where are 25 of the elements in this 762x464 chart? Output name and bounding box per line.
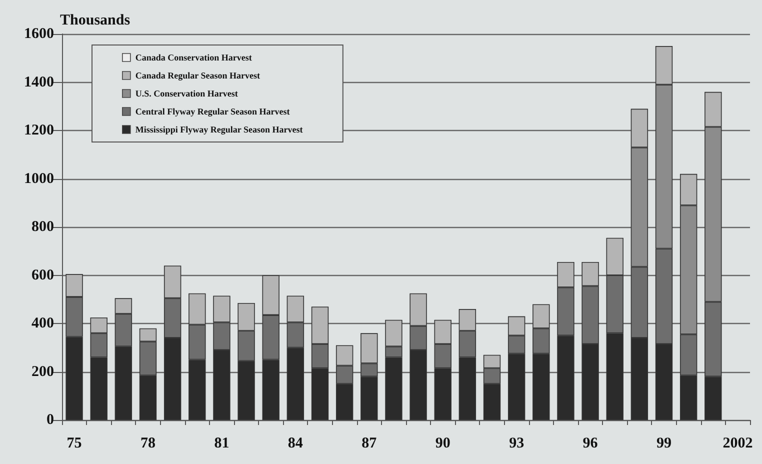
y-tick-label: 0 bbox=[46, 412, 54, 428]
y-tick-label: 600 bbox=[32, 267, 54, 284]
x-tick-label: 87 bbox=[362, 436, 378, 452]
y-tick-label: 400 bbox=[32, 316, 54, 332]
y-tick-label: 1400 bbox=[24, 74, 54, 90]
x-tick-label: 90 bbox=[435, 436, 450, 452]
legend-label: Mississippi Flyway Regular Season Harvest bbox=[135, 124, 303, 134]
y-tick-label: 1200 bbox=[24, 122, 54, 138]
x-tick-label: 99 bbox=[656, 436, 672, 452]
x-tick-label: 81 bbox=[214, 436, 230, 452]
y-axis-title: Thousands bbox=[60, 12, 130, 28]
legend-label: Canada Conservation Harvest bbox=[135, 52, 252, 62]
y-tick-label: 200 bbox=[32, 364, 54, 380]
x-tick-label: 78 bbox=[140, 436, 156, 452]
legend-label: Canada Regular Season Harvest bbox=[135, 70, 260, 80]
x-tick-label: 96 bbox=[582, 436, 598, 452]
x-tick-label: 84 bbox=[288, 436, 304, 452]
x-tick-label: 2002 bbox=[722, 436, 753, 452]
y-tick-label: 1600 bbox=[24, 26, 54, 42]
legend-label: Central Flyway Regular Season Harvest bbox=[135, 106, 290, 116]
x-tick-label: 75 bbox=[66, 436, 82, 452]
x-tick-label: 93 bbox=[509, 436, 524, 452]
legend-label: U.S. Conservation Harvest bbox=[135, 88, 238, 98]
y-tick-label: 800 bbox=[32, 219, 54, 235]
y-tick-label: 1000 bbox=[24, 170, 54, 187]
